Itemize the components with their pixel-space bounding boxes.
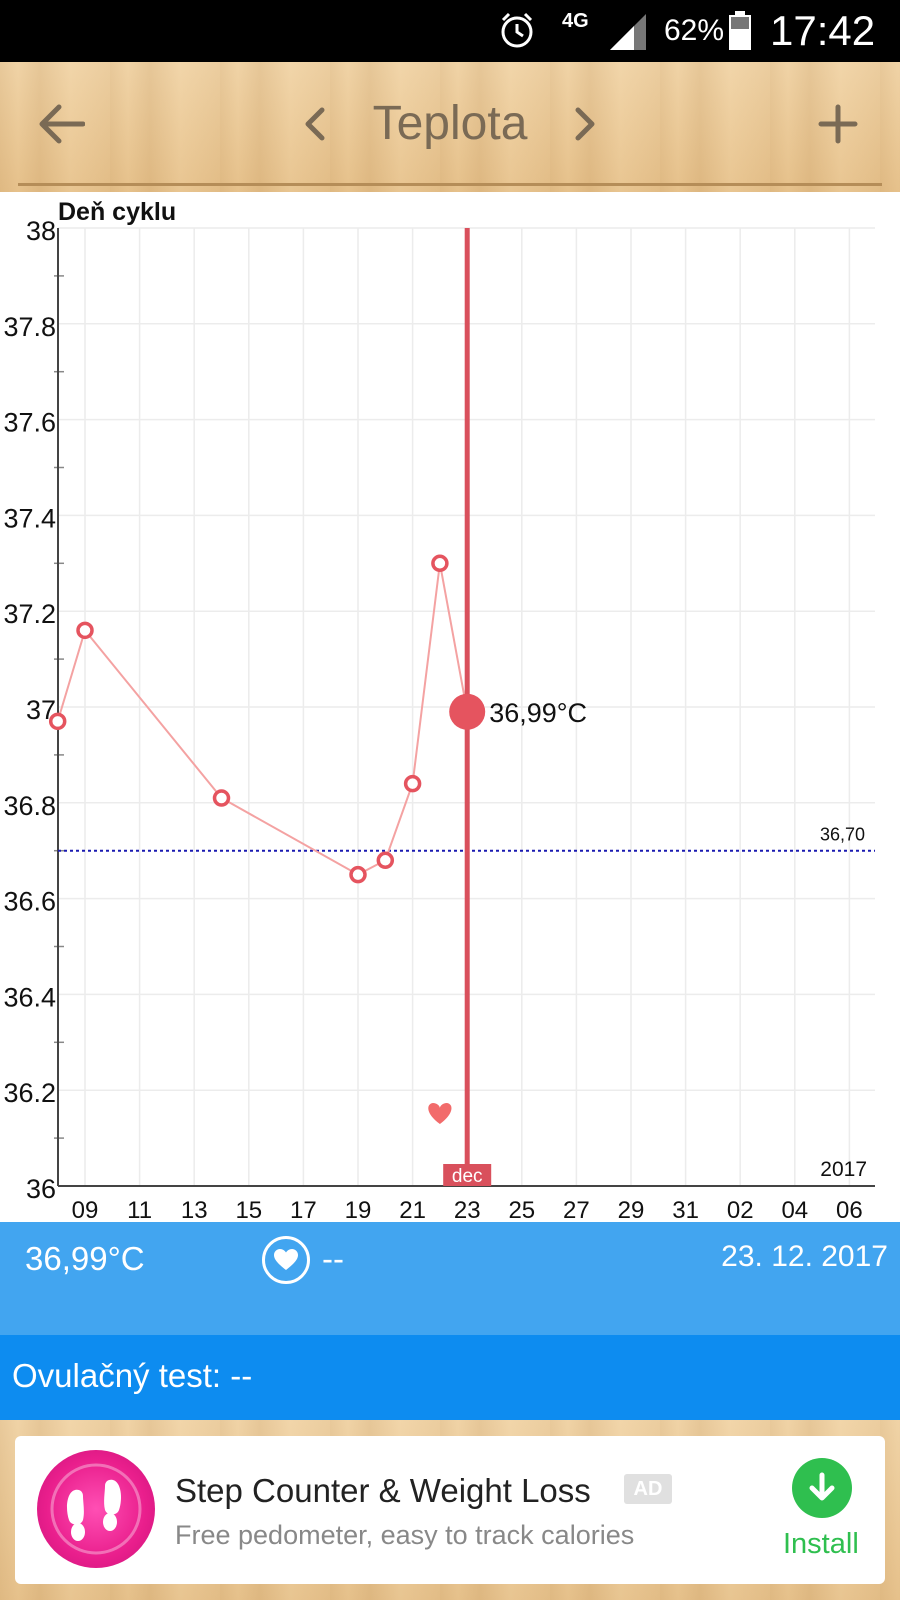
install-download-icon[interactable]: [792, 1458, 852, 1518]
arrow-left-icon: [39, 104, 85, 144]
data-point: [403, 774, 422, 793]
header-divider: [18, 183, 882, 186]
x-tick-label: 13: [181, 1197, 208, 1222]
intercourse-button[interactable]: [262, 1236, 310, 1284]
y-tick-label: 36.2: [3, 1078, 56, 1108]
x-tick-label: 04: [781, 1197, 808, 1222]
alarm-icon: [497, 0, 537, 62]
status-bar: 4G 62% 17:42: [0, 0, 900, 62]
intercourse-value: --: [322, 1240, 344, 1277]
plus-icon: [818, 104, 858, 144]
y-tick-label: 36: [26, 1174, 56, 1204]
signal-icon: [608, 0, 650, 62]
x-tick-label: 25: [508, 1197, 535, 1222]
ad-banner[interactable]: Step Counter & Weight Loss AD Free pedom…: [15, 1436, 885, 1584]
next-button[interactable]: [555, 84, 615, 164]
y-axis-label: Deň cyklu: [58, 198, 176, 226]
chevron-left-icon: [305, 107, 325, 141]
selected-date: 23. 12. 2017: [721, 1240, 888, 1273]
battery-percent: 62%: [664, 14, 725, 47]
ad-title: Step Counter & Weight Loss: [175, 1472, 591, 1509]
y-tick-label: 37.8: [3, 312, 56, 342]
x-tick-label: 17: [290, 1197, 317, 1222]
x-tick-label: 27: [563, 1197, 590, 1222]
x-tick-label: 29: [618, 1197, 645, 1222]
reference-line-label: 36,70: [820, 825, 865, 845]
x-tick-label: 15: [235, 1197, 262, 1222]
y-tick-label: 36.6: [3, 887, 56, 917]
data-point: [376, 851, 395, 870]
y-tick-label: 37.4: [3, 503, 56, 533]
x-tick-label: 02: [727, 1197, 754, 1222]
chevron-right-icon: [575, 107, 595, 141]
y-tick-label: 36.8: [3, 791, 56, 821]
battery-icon: [727, 0, 753, 62]
temperature-chart[interactable]: 36 36.2 36.4 36.6 36.8 37 37.2 37.4 37.6 37.8 38 De…: [0, 192, 900, 1222]
chart-svg[interactable]: 3636.236.436.636.83737.237.437.637.838De…: [0, 192, 900, 1222]
data-point: [48, 712, 67, 731]
data-point: [349, 865, 367, 884]
x-tick-label: 06: [836, 1197, 863, 1222]
intercourse-heart-marker: [428, 1103, 452, 1124]
add-button[interactable]: [798, 84, 878, 164]
temperature-line: [56, 563, 469, 876]
ovulation-test-row[interactable]: Ovulačný test: --: [0, 1335, 900, 1420]
y-tick-label: 37.2: [3, 599, 56, 629]
clock-time: 17:42: [770, 7, 876, 54]
x-tick-label: 19: [345, 1197, 372, 1222]
selected-temperature: 36,99°C: [25, 1240, 145, 1277]
previous-button[interactable]: [285, 84, 345, 164]
page-title: Teplota: [372, 97, 528, 150]
year-label: 2017: [820, 1158, 867, 1181]
ad-subtitle: Free pedometer, easy to track calories: [175, 1520, 635, 1550]
back-button[interactable]: [22, 84, 102, 164]
month-tag: [443, 1164, 492, 1186]
install-button[interactable]: Install: [783, 1528, 859, 1560]
step-counter-app-icon[interactable]: [37, 1450, 155, 1568]
app-header: Teplota: [0, 62, 900, 192]
data-point: [212, 789, 231, 807]
selected-data-point: [449, 693, 486, 730]
selected-day-panel: 36,99°C -- 23. 12. 2017: [0, 1222, 900, 1335]
y-tick-label: 38: [26, 216, 56, 246]
data-point: [431, 554, 449, 573]
heart-icon: [274, 1249, 298, 1270]
x-tick-label: 23: [454, 1197, 481, 1222]
x-tick-label: 09: [72, 1197, 99, 1222]
ovulation-test-label: Ovulačný test: --: [12, 1357, 253, 1394]
selected-value-label: 36,99°C: [489, 698, 587, 728]
y-tick-label: 36.4: [3, 982, 56, 1012]
data-point: [76, 621, 94, 640]
ad-badge: AD: [624, 1474, 672, 1504]
x-tick-label: 31: [672, 1197, 699, 1222]
y-tick-label: 37.6: [3, 408, 56, 438]
network-type-label: 4G: [562, 10, 589, 32]
month-label: dec: [452, 1166, 483, 1187]
x-tick-label: 21: [399, 1197, 426, 1222]
x-tick-label: 11: [127, 1197, 152, 1222]
